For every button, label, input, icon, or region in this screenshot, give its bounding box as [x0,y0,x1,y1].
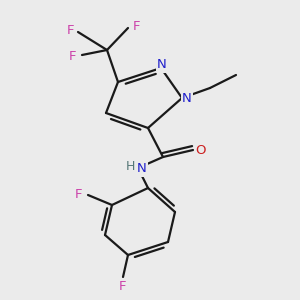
Text: F: F [119,280,127,292]
Text: N: N [157,58,167,71]
Text: F: F [75,188,83,202]
Text: N: N [182,92,192,106]
Text: F: F [132,20,140,32]
Text: F: F [66,23,74,37]
Text: F: F [68,50,76,62]
Text: N: N [137,163,147,176]
Text: H: H [125,160,135,173]
Text: O: O [196,143,206,157]
